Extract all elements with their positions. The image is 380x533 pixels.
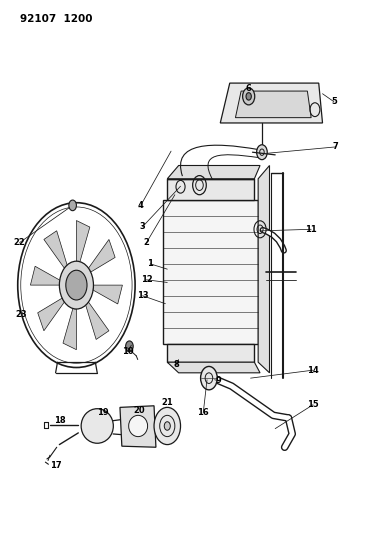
Text: 23: 23 xyxy=(16,310,27,319)
Text: 4: 4 xyxy=(138,201,144,210)
Text: 9: 9 xyxy=(215,376,221,385)
Text: 22: 22 xyxy=(14,238,25,247)
Polygon shape xyxy=(44,231,67,268)
Circle shape xyxy=(69,200,76,211)
Text: 21: 21 xyxy=(162,398,173,407)
Ellipse shape xyxy=(81,409,113,443)
Text: 11: 11 xyxy=(305,225,317,234)
Text: 14: 14 xyxy=(307,366,319,375)
Polygon shape xyxy=(63,309,76,350)
Circle shape xyxy=(59,261,93,309)
Text: 5: 5 xyxy=(331,97,337,106)
Bar xyxy=(167,344,254,362)
Polygon shape xyxy=(258,165,269,373)
Text: 7: 7 xyxy=(333,142,339,151)
Circle shape xyxy=(66,270,87,300)
Text: 13: 13 xyxy=(137,291,149,300)
Text: 3: 3 xyxy=(140,222,146,231)
Text: 1: 1 xyxy=(147,260,153,268)
Text: 19: 19 xyxy=(97,408,109,417)
Circle shape xyxy=(164,422,170,430)
Text: 8: 8 xyxy=(174,360,180,369)
Polygon shape xyxy=(86,302,109,340)
Text: 18: 18 xyxy=(54,416,65,425)
Text: 12: 12 xyxy=(141,275,152,284)
Text: 2: 2 xyxy=(144,238,149,247)
Polygon shape xyxy=(167,165,260,179)
Circle shape xyxy=(154,407,180,445)
Polygon shape xyxy=(220,83,323,123)
Polygon shape xyxy=(93,285,122,304)
Text: 10: 10 xyxy=(122,347,133,356)
Circle shape xyxy=(242,88,255,105)
Polygon shape xyxy=(236,91,311,118)
Circle shape xyxy=(256,145,267,160)
Bar xyxy=(167,179,254,200)
Text: 20: 20 xyxy=(133,406,145,415)
Text: 15: 15 xyxy=(307,400,319,409)
Text: 17: 17 xyxy=(50,462,62,470)
Circle shape xyxy=(201,367,217,390)
Circle shape xyxy=(246,93,251,100)
Circle shape xyxy=(126,341,133,352)
Bar xyxy=(163,200,258,344)
Polygon shape xyxy=(167,362,260,373)
Text: 92107  1200: 92107 1200 xyxy=(20,14,92,25)
Ellipse shape xyxy=(129,415,147,437)
Polygon shape xyxy=(30,266,60,285)
Text: 6: 6 xyxy=(246,84,252,93)
Text: 16: 16 xyxy=(197,408,209,417)
Polygon shape xyxy=(38,298,64,331)
Polygon shape xyxy=(76,221,90,262)
Polygon shape xyxy=(120,406,156,447)
Polygon shape xyxy=(89,239,115,272)
